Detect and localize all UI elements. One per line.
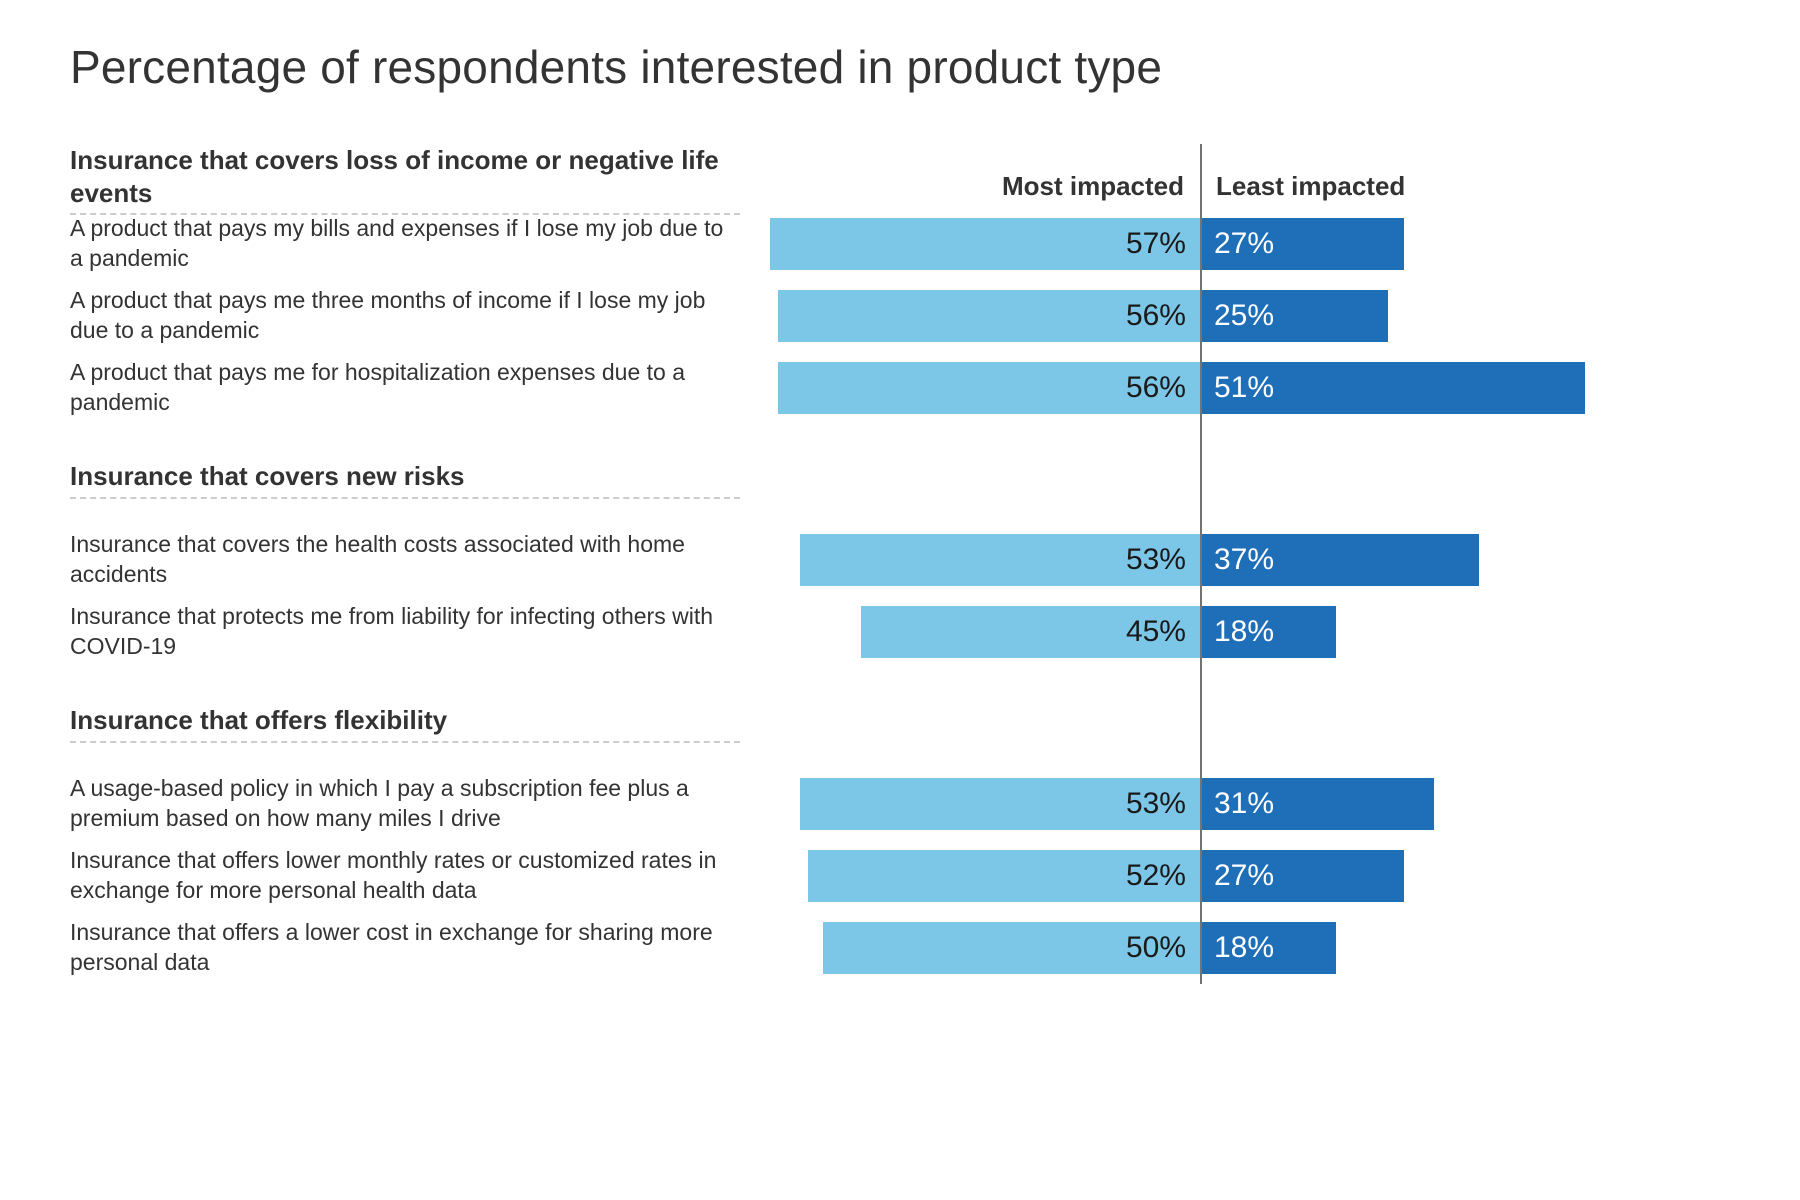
bar-most-impacted: 45% (861, 606, 1200, 658)
bar-least-impacted: 25% (1200, 290, 1389, 342)
bar-value-most: 57% (1126, 227, 1186, 261)
bar-least-impacted: 18% (1200, 922, 1336, 974)
row-label: A product that pays me three months of i… (70, 286, 740, 346)
bar-row: 56% 25% (770, 280, 1730, 352)
bar-most-impacted: 53% (800, 534, 1200, 586)
bar-row: 45% 18% (770, 596, 1730, 668)
chart-title: Percentage of respondents interested in … (70, 40, 1730, 94)
bar-most-impacted: 57% (770, 218, 1200, 270)
center-axis (1200, 144, 1202, 984)
row-label: A product that pays me for hospitalizati… (70, 358, 740, 418)
bar-row: 53% 31% (770, 768, 1730, 840)
group-heading: Insurance that covers new risks (70, 460, 740, 499)
row-label: A usage-based policy in which I pay a su… (70, 774, 740, 834)
bar-value-most: 52% (1126, 859, 1186, 893)
row-label: Insurance that protects me from liabilit… (70, 602, 740, 662)
bar-value-most: 53% (1126, 543, 1186, 577)
group-heading: Insurance that offers flexibility (70, 704, 740, 743)
bar-least-impacted: 27% (1200, 850, 1404, 902)
bar-value-most: 45% (1126, 615, 1186, 649)
bar-least-impacted: 18% (1200, 606, 1336, 658)
row-label: Insurance that offers a lower cost in ex… (70, 918, 740, 978)
bar-value-least: 51% (1214, 371, 1274, 405)
bar-row: 52% 27% (770, 840, 1730, 912)
bar-most-impacted: 56% (778, 362, 1200, 414)
header-most-impacted: Most impacted (770, 171, 1200, 202)
bar-row: 56% 51% (770, 352, 1730, 424)
bar-value-most: 53% (1126, 787, 1186, 821)
bar-value-least: 25% (1214, 299, 1274, 333)
column-headers: Most impactedLeast impacted (770, 144, 1730, 208)
row-label: Insurance that covers the health costs a… (70, 530, 740, 590)
bar-row: 57% 27% (770, 208, 1730, 280)
bar-most-impacted: 56% (778, 290, 1200, 342)
bar-most-impacted: 50% (823, 922, 1200, 974)
bar-row: 50% 18% (770, 912, 1730, 984)
row-label: Insurance that offers lower monthly rate… (70, 846, 740, 906)
bar-row: 53% 37% (770, 524, 1730, 596)
bar-value-most: 50% (1126, 931, 1186, 965)
bar-value-most: 56% (1126, 371, 1186, 405)
bar-value-least: 18% (1214, 615, 1274, 649)
bar-most-impacted: 53% (800, 778, 1200, 830)
bar-least-impacted: 31% (1200, 778, 1434, 830)
labels-column: Insurance that covers loss of income or … (70, 144, 770, 984)
bar-value-least: 27% (1214, 227, 1274, 261)
bar-value-least: 27% (1214, 859, 1274, 893)
bar-least-impacted: 27% (1200, 218, 1404, 270)
group-heading: Insurance that covers loss of income or … (70, 144, 740, 215)
bar-most-impacted: 52% (808, 850, 1200, 902)
bar-value-least: 37% (1214, 543, 1274, 577)
chart-area: Insurance that covers loss of income or … (70, 144, 1730, 984)
bar-least-impacted: 37% (1200, 534, 1479, 586)
bar-value-least: 18% (1214, 931, 1274, 965)
bars-column: Most impactedLeast impacted57%27%56%25%5… (770, 144, 1730, 984)
row-label: A product that pays my bills and expense… (70, 214, 740, 274)
bar-value-least: 31% (1214, 787, 1274, 821)
header-least-impacted: Least impacted (1200, 171, 1405, 202)
bar-value-most: 56% (1126, 299, 1186, 333)
bar-least-impacted: 51% (1200, 362, 1585, 414)
